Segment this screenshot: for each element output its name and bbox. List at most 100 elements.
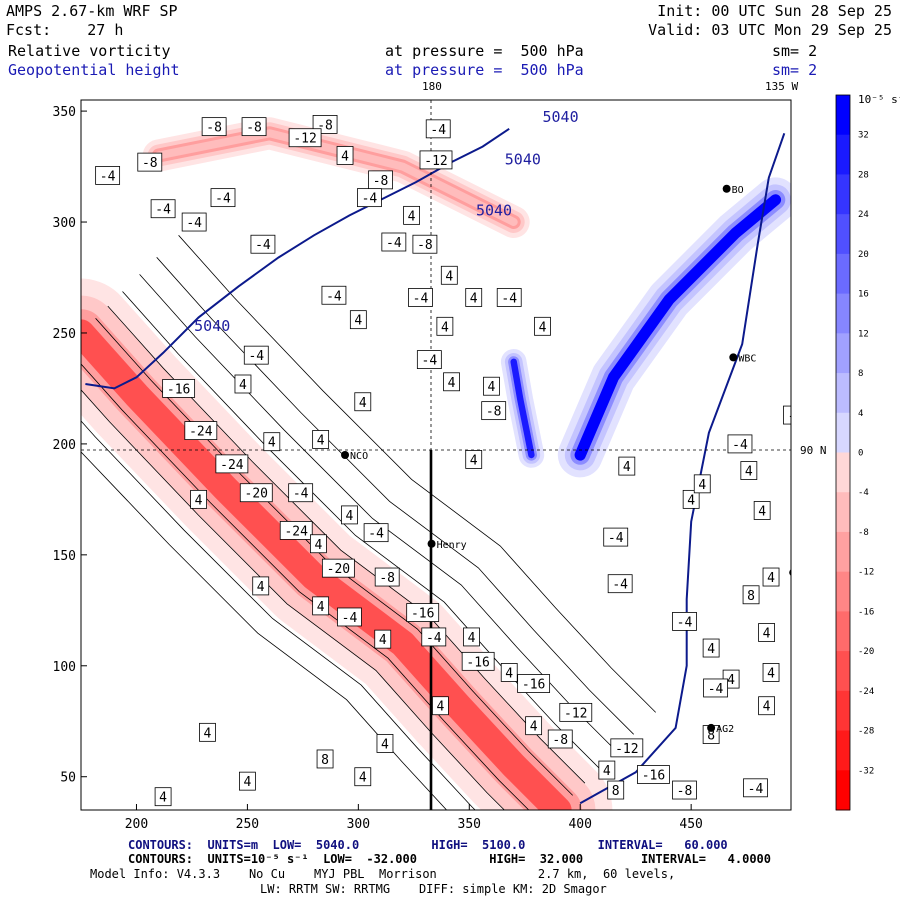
- contour-value-label-82: 4: [762, 567, 780, 587]
- vorticity-contour-9: [178, 235, 656, 713]
- footer-height-contours: CONTOURS: UNITS=m LOW= 5040.0 HIGH= 5100…: [128, 838, 728, 852]
- contour-value-text: 4: [441, 320, 449, 335]
- contour-value-label-4: 4: [336, 146, 354, 165]
- contour-value-box: [727, 434, 753, 454]
- contour-value-label-80: 4: [693, 474, 711, 494]
- contour-value-text: -4: [155, 203, 171, 218]
- colorbar-tick-label: -32: [858, 766, 874, 776]
- vorticity-band-upper_neg-3: [154, 129, 518, 226]
- contour-value-text: -4: [608, 531, 624, 546]
- contour-value-text: -16: [522, 678, 545, 693]
- station-WBC: WBC: [729, 353, 756, 364]
- valid-time: Valid: 03 UTC Mon 29 Sep 25: [648, 21, 892, 39]
- contour-value-box: [762, 567, 780, 587]
- contour-value-text: 4: [437, 700, 445, 715]
- contour-value-box: [525, 716, 543, 736]
- contour-value-box: [241, 117, 267, 137]
- contour-value-text: 8: [321, 753, 329, 768]
- contour-value-label-52: 4: [463, 627, 480, 647]
- colorbar-segment-16: [836, 730, 850, 771]
- contour-value-box: [758, 623, 775, 642]
- colorbar-tick-label: 32: [858, 131, 869, 141]
- contour-value-box: [288, 128, 322, 148]
- contour-value-text: -4: [326, 289, 342, 304]
- contour-value-label-73: 4: [465, 450, 483, 469]
- contour-value-label-13: -12: [419, 150, 453, 170]
- contour-value-text: 4: [623, 460, 631, 475]
- contour-value-box: [443, 372, 460, 392]
- contour-value-text: -20: [245, 487, 268, 502]
- contour-value-label-33: -24: [184, 421, 218, 440]
- contour-value-label-98: -4: [783, 405, 791, 425]
- station-BO: BO: [722, 184, 744, 196]
- colorbar-tick-label: -20: [858, 647, 874, 657]
- contour-value-text: 4: [341, 149, 349, 164]
- contour-value-box: [234, 374, 252, 394]
- contour-value-text: 4: [314, 538, 322, 553]
- contour-value-label-11: 4: [403, 205, 420, 225]
- colorbar-tick-label: -28: [858, 727, 874, 737]
- contour-value-label-17: -8: [412, 234, 438, 254]
- footer-model-info: Model Info: V4.3.3 No Cu MYJ PBL Morriso…: [90, 867, 676, 881]
- contour-value-box: [201, 117, 227, 137]
- colorbar-frame: [835, 94, 851, 811]
- colorbar-segment-4: [836, 253, 850, 295]
- init-time: Init: 00 UTC Sun 28 Sep 25: [657, 2, 892, 20]
- contour-value-text: 4: [195, 493, 203, 508]
- colorbar-unit: 10⁻⁵ s⁻¹: [858, 93, 900, 106]
- contour-value-text: -4: [612, 578, 628, 593]
- contour-value-label-14: -4: [357, 188, 382, 208]
- contour-value-label-48: 4: [312, 596, 330, 616]
- contour-value-label-85: 4: [762, 663, 780, 682]
- field2-smoothing: sm= 2: [772, 61, 818, 79]
- contour-value-label-74: 4: [618, 456, 636, 476]
- contour-value-box: [95, 166, 121, 185]
- contour-value-box: [598, 760, 616, 780]
- x-tick-label: 200: [125, 817, 148, 832]
- contour-value-label-46: -8: [374, 567, 400, 587]
- plot-frame: [80, 99, 792, 811]
- contour-value-text: -8: [552, 733, 568, 748]
- contour-value-box: [381, 232, 407, 252]
- contour-value-box: [374, 567, 400, 587]
- contour-value-box: [215, 454, 249, 474]
- contour-value-text: -4: [413, 291, 429, 306]
- contour-value-box: [753, 501, 771, 520]
- contour-value-label-6: -8: [137, 152, 163, 172]
- contour-value-text: -12: [424, 154, 447, 169]
- contour-value-box: [363, 523, 389, 543]
- contour-value-box: [517, 674, 551, 693]
- station-Henry: Henry: [427, 539, 467, 551]
- contour-value-text: -4: [342, 611, 358, 626]
- vorticity-contour-6: [122, 291, 600, 769]
- contour-value-text: 4: [530, 720, 538, 735]
- x-tick-label: 250: [236, 817, 259, 832]
- contour-value-text: -4: [422, 354, 438, 369]
- contour-value-box: [682, 489, 700, 509]
- vorticity-contour-2: [81, 389, 505, 810]
- contour-value-text: -4: [186, 216, 202, 231]
- contour-value-box: [406, 603, 440, 622]
- contour-value-box: [425, 119, 451, 139]
- contour-value-label-45: -20: [321, 558, 355, 578]
- contour-value-text: 4: [763, 627, 771, 642]
- contour-value-box: [742, 585, 760, 605]
- colorbar-segment-11: [836, 531, 850, 573]
- contour-value-text: -8: [486, 405, 502, 420]
- contour-value-box: [263, 432, 281, 452]
- contour-value-text: -12: [564, 706, 587, 721]
- contour-value-label-28: 4: [483, 376, 500, 396]
- contour-value-box: [190, 489, 207, 509]
- contour-value-box: [743, 778, 768, 798]
- contour-value-box: [316, 749, 334, 769]
- contour-value-label-41: -24: [279, 521, 313, 540]
- contour-value-box: [603, 527, 629, 547]
- contour-value-label-12: -8: [368, 170, 393, 190]
- contour-value-label-1: -8: [241, 117, 267, 137]
- contour-value-label-50: -16: [406, 603, 440, 622]
- footer-vorticity-contours: CONTOURS: UNITS=10⁻⁵ s⁻¹ LOW= -32.000 HI…: [128, 852, 771, 866]
- contour-value-box: [758, 696, 775, 716]
- contour-value-label-54: -16: [461, 651, 495, 671]
- contour-value-label-42: 4: [341, 505, 358, 525]
- contour-value-box: [465, 450, 483, 469]
